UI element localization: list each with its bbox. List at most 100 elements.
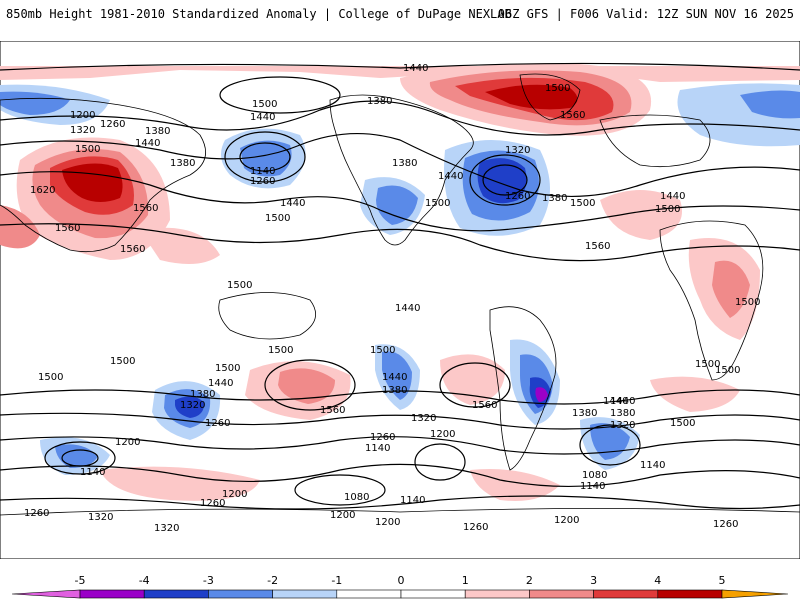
contour-line xyxy=(0,223,800,262)
contour-label: 1500 xyxy=(655,204,680,215)
colorbar-segment xyxy=(529,589,594,599)
contour-label: 1380 xyxy=(145,126,170,137)
contour-label: 1500 xyxy=(268,345,293,356)
contour-label: 1440 xyxy=(395,303,420,314)
contour-low-ring xyxy=(469,154,541,206)
contour-label: 1260 xyxy=(100,119,125,130)
anomaly-pos1-s-pac xyxy=(440,354,505,405)
contour-label: 1260 xyxy=(205,418,230,429)
contour-label: 1500 xyxy=(252,99,277,110)
contour-label: 1500 xyxy=(570,198,595,209)
model-run-info: 06Z GFS | F006 Valid: 12Z SUN NOV 16 202… xyxy=(497,7,794,21)
contour-label: 1320 xyxy=(154,523,179,534)
contour-label: 1380 xyxy=(572,408,597,419)
colorbar-tick-label: 2 xyxy=(526,574,533,587)
colorbar-segment xyxy=(336,589,402,599)
map-title: 850mb Height 1981-2010 Standardized Anom… xyxy=(6,7,512,21)
contour-label: 1140 xyxy=(400,495,425,506)
colorbar-tick-label: 4 xyxy=(654,574,661,587)
colorbar-segment xyxy=(272,589,338,599)
contour-label: 1560 xyxy=(133,203,158,214)
contour-label: 1140 xyxy=(365,443,390,454)
anomaly-pos1-s-band3 xyxy=(650,376,740,412)
contour-label: 1560 xyxy=(472,400,497,411)
contour-label: 1560 xyxy=(320,405,345,416)
contour-label: 1200 xyxy=(330,510,355,521)
contour-label: 1500 xyxy=(425,198,450,209)
contour-label: 1260 xyxy=(505,191,530,202)
contour-low-ring xyxy=(294,474,386,506)
contour-labels: 1440 1500 1200 1320 1260 1380 1440 1500 … xyxy=(24,63,760,534)
contour-low-ring xyxy=(224,131,306,183)
contour-low-ring xyxy=(61,449,99,467)
contour-label: 1560 xyxy=(585,241,610,252)
contour-label: 1380 xyxy=(382,385,407,396)
contour-low-ring xyxy=(239,142,291,172)
contour-label: 1260 xyxy=(463,522,488,533)
colorbar-segment xyxy=(208,589,273,599)
header: 850mb Height 1981-2010 Standardized Anom… xyxy=(0,0,800,40)
anomaly-neg4-argentina xyxy=(535,387,548,402)
anomaly-neg3-s-atl xyxy=(175,396,205,418)
contour-label: 1500 xyxy=(545,83,570,94)
contour-label: 1320 xyxy=(411,413,436,424)
colorbar-tick-label: -2 xyxy=(267,574,278,587)
contour-label: 1320 xyxy=(180,400,205,411)
coastline-south-america xyxy=(489,306,557,471)
contour-low-ring xyxy=(579,424,641,466)
colorbar-tick-label: 1 xyxy=(462,574,469,587)
colorbar-tick-label: 5 xyxy=(719,574,726,587)
colorbar-segment xyxy=(400,589,466,599)
colorbar-segment xyxy=(657,589,723,599)
coastline-africa xyxy=(659,220,764,381)
contour-line xyxy=(0,412,800,430)
coastline-europe xyxy=(599,114,711,168)
colorbar-extend-max xyxy=(721,589,789,599)
contour-line xyxy=(0,389,800,405)
contour-label: 1500 xyxy=(75,144,100,155)
contour-label: 1440 xyxy=(438,171,463,182)
colorbar-tick-label: -4 xyxy=(139,574,150,587)
contour-label: 1320 xyxy=(505,145,530,156)
contour-label: 1080 xyxy=(344,492,369,503)
colorbar-ticks: -5 -4 -3 -2 -1 0 1 2 3 4 5 xyxy=(75,574,726,587)
contour-label: 1200 xyxy=(222,489,247,500)
contour-label: 1560 xyxy=(560,110,585,121)
coastlines xyxy=(0,73,800,559)
colorbar-tick-label: 0 xyxy=(398,574,405,587)
contour-label: 1200 xyxy=(430,429,455,440)
contour-label: 1380 xyxy=(542,193,567,204)
contour-label: 1440 xyxy=(660,191,685,202)
height-contours xyxy=(0,62,800,510)
colorbar-segment xyxy=(79,589,145,599)
contour-label: 1500 xyxy=(695,359,720,370)
contour-label: 1320 xyxy=(70,125,95,136)
coastline-greenland xyxy=(519,73,581,121)
contour-label: 1440 xyxy=(382,372,407,383)
coastline-antarctica xyxy=(0,508,800,559)
contour-label: 1140 xyxy=(250,166,275,177)
coastline-australia xyxy=(218,292,317,340)
colorbar-tick-label: -1 xyxy=(331,574,342,587)
contour-label: 1440 xyxy=(403,63,428,74)
anomaly-pos2-africa xyxy=(712,260,750,318)
contour-label: 1380 xyxy=(367,96,392,107)
contour-label: 1260 xyxy=(713,519,738,530)
contour-high-ring xyxy=(219,76,341,114)
contour-high-ring xyxy=(264,359,356,411)
coastline-eurasia xyxy=(0,97,207,253)
colorbar-segment xyxy=(593,589,659,599)
contour-label: 1380 xyxy=(610,408,635,419)
contour-line xyxy=(0,463,800,487)
colorbar-bar xyxy=(11,589,789,599)
contour-label: 1260 xyxy=(370,432,395,443)
anomaly-pos1-natl xyxy=(600,190,682,240)
contour-label: 1500 xyxy=(215,363,240,374)
contour-label: 1380 xyxy=(392,158,417,169)
contour-line xyxy=(0,100,800,136)
anomaly-pos1-s-band xyxy=(100,466,260,501)
contour-label: 1260 xyxy=(200,498,225,509)
contour-label: 1140 xyxy=(80,467,105,478)
contour-label: 1200 xyxy=(554,515,579,526)
colorbar-segment xyxy=(464,589,530,599)
